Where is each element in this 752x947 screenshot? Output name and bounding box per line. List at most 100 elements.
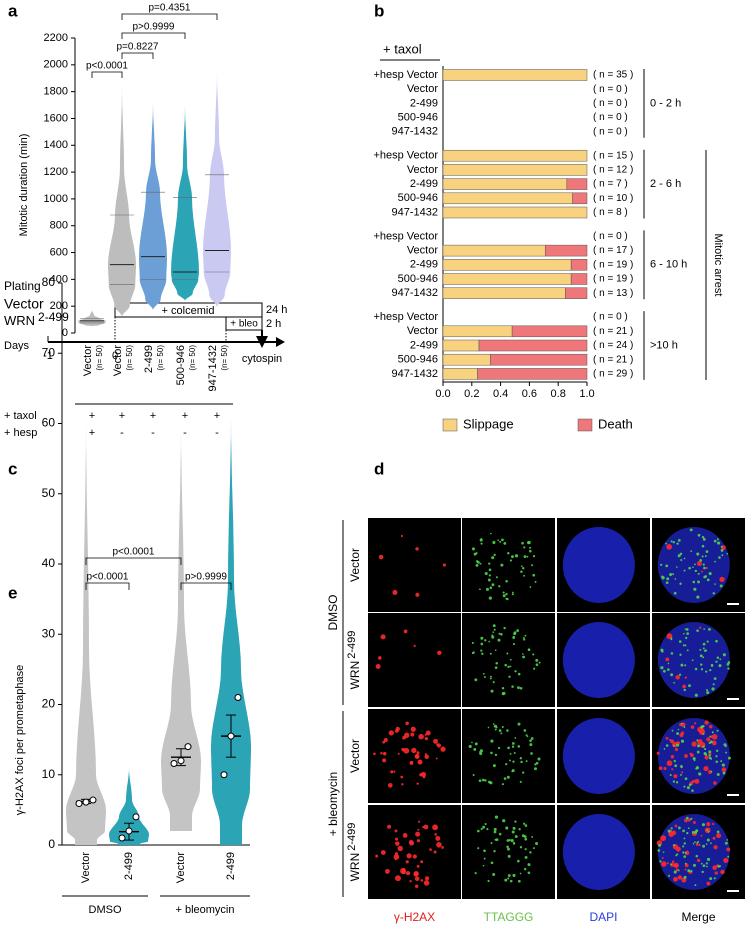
signal [702,642,706,646]
micrograph [462,709,555,803]
signal [514,737,517,739]
signal [703,765,709,772]
signal [522,653,524,655]
signal [684,851,687,854]
x-tick-label: Vector [82,345,94,377]
signal [700,663,703,666]
signal [676,542,679,545]
signal [507,877,510,880]
signal [507,847,510,851]
category-label: 2-499 [410,97,438,109]
signal [412,854,417,859]
signal [405,870,411,876]
signal [718,556,721,559]
category-label: 947-1432 [392,287,439,299]
signal [708,754,711,757]
micrograph-content [562,622,635,698]
signal [711,740,717,746]
signal [720,760,723,763]
signal [684,664,687,667]
signal [429,848,432,851]
signal [696,739,699,742]
signal [702,537,706,541]
signal [513,751,516,754]
signal [689,528,693,532]
signal [484,822,487,826]
signal [682,851,685,854]
signal [424,736,428,741]
signal [660,648,664,652]
signal [511,593,514,596]
p-value: p=0.8227 [117,42,159,53]
panel-letter: b [374,1,384,20]
signal [669,833,672,836]
signal [690,550,693,553]
data-point [170,760,178,768]
signal [479,538,483,542]
signal [529,546,532,549]
x-tick-label: 0.4 [493,388,508,400]
signal [705,862,708,865]
signal [712,836,716,840]
signal [400,534,404,538]
signal [435,757,438,760]
signal [699,626,702,629]
signal [670,739,674,744]
column-label: DAPI [589,910,617,924]
signal [492,624,496,628]
signal [720,869,725,875]
signal [683,785,686,788]
signal [388,730,394,736]
signal [661,575,664,579]
signal [708,627,711,631]
signal [704,555,707,558]
signal [666,633,673,640]
micrograph-content [562,527,635,603]
signal [687,869,691,873]
signal [493,850,496,853]
signal [478,779,482,782]
micrograph-content [657,622,731,698]
signal [528,549,532,553]
signal [683,842,686,845]
data-point [118,834,126,842]
signal [415,547,419,551]
category-label: 2-499 [410,259,438,271]
signal [502,819,506,823]
treatment-mark: - [215,427,219,439]
signal [720,549,724,552]
signal [422,825,425,829]
signal [666,760,673,767]
y-tick-label: 1400 [44,139,68,151]
signal [656,840,663,846]
signal [708,572,712,576]
n-label: (n= 50) [156,345,165,371]
signal [716,830,720,834]
signal [485,587,490,591]
signal [480,649,483,652]
bar-segment [442,69,588,81]
signal [665,542,668,545]
signal [424,876,430,881]
signal [534,580,537,583]
signal [434,833,437,836]
p-value: p>0.9999 [185,572,227,583]
signal [519,686,523,690]
signal [488,574,491,577]
signal [505,579,508,583]
micrograph [368,709,461,803]
signal [522,655,525,659]
signal [523,555,527,558]
signal [435,835,441,841]
signal [509,665,512,668]
signal [700,668,704,671]
signal [690,725,695,729]
signal [477,829,480,833]
signal [684,628,687,630]
signal [661,857,664,860]
signal [675,675,680,680]
signal [524,634,527,637]
bar-segment [442,339,480,352]
plating-label: Plating [4,279,41,293]
signal [670,863,673,866]
